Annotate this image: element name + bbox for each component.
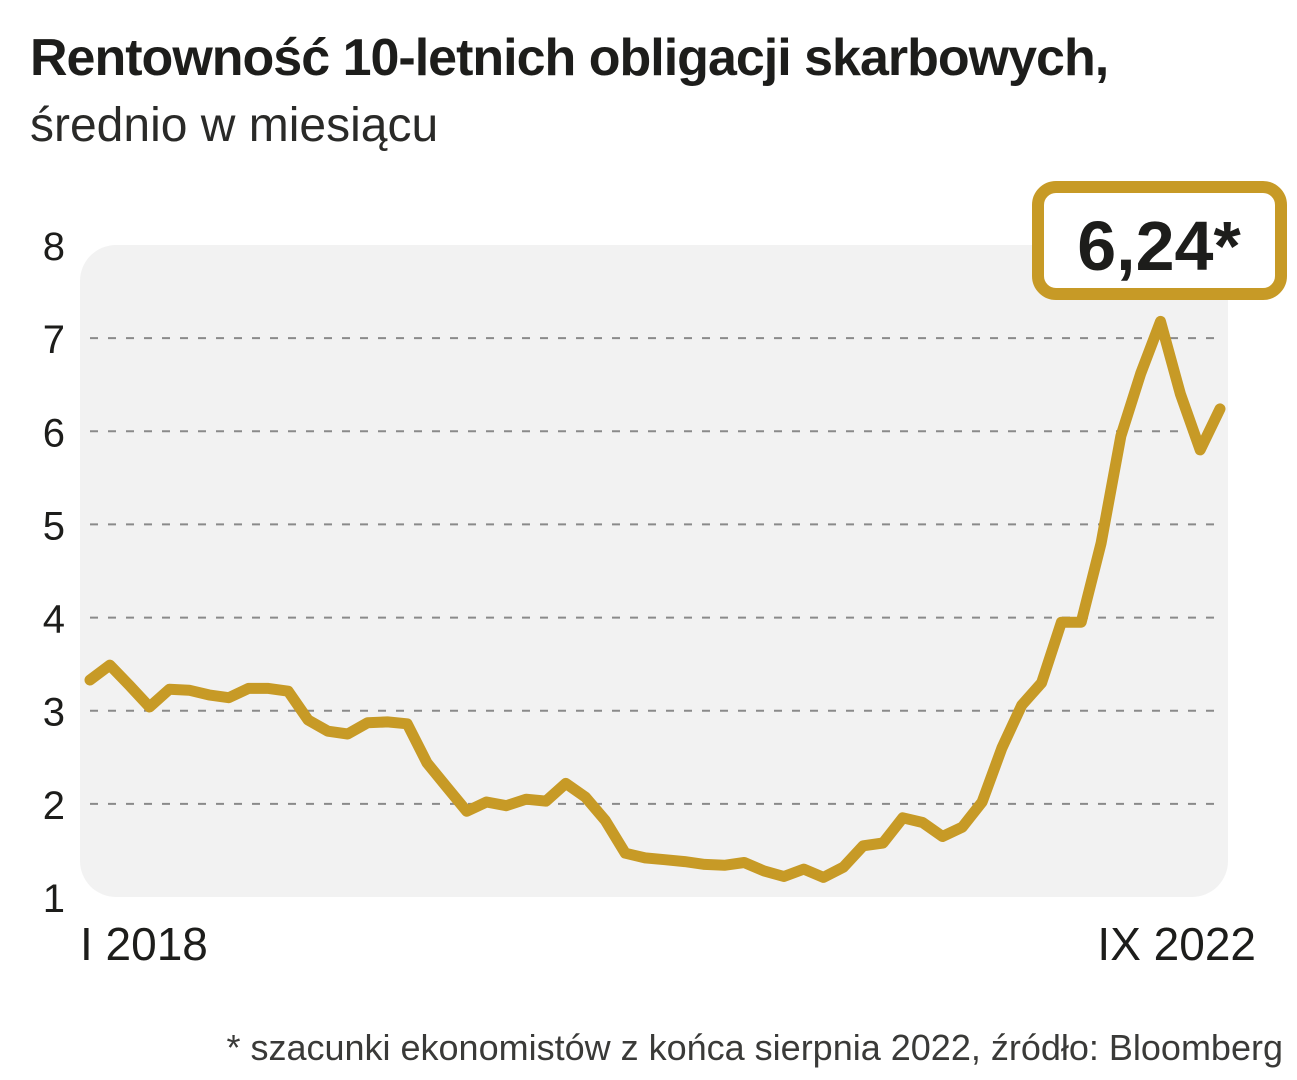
data-point [228, 697, 230, 699]
data-point [1001, 747, 1003, 749]
data-point [89, 679, 91, 681]
data-point [565, 782, 567, 784]
y-tick-label: 4 [43, 598, 65, 642]
data-point [307, 719, 309, 721]
data-point [327, 730, 329, 732]
data-point [882, 842, 884, 844]
data-point [1080, 621, 1082, 623]
footnote: * szacunki ekonomistów z końca sierpnia … [226, 1027, 1283, 1068]
data-point [446, 786, 448, 788]
y-tick-label: 8 [43, 225, 65, 269]
data-point [664, 859, 666, 861]
data-point [704, 863, 706, 865]
plot-panel [80, 245, 1228, 897]
data-point [466, 810, 468, 812]
data-point [129, 685, 131, 687]
data-point [545, 800, 547, 802]
data-point [783, 876, 785, 877]
data-point [743, 862, 745, 863]
data-point [188, 689, 190, 691]
data-point [168, 688, 170, 690]
series-line [84, 315, 1226, 883]
callout-value: 6,24* [1077, 207, 1241, 285]
data-point [287, 690, 289, 692]
data-point [1060, 621, 1062, 623]
y-tick-label: 5 [43, 504, 65, 548]
data-point [109, 664, 111, 666]
data-point [763, 870, 765, 872]
data-point [1219, 408, 1221, 410]
data-point [1160, 320, 1161, 322]
data-point [486, 801, 487, 803]
data-point [942, 836, 943, 837]
data-point [961, 826, 963, 828]
y-axis-ticks: 1 2 3 4 5 6 7 8 [43, 225, 65, 921]
callout-box: 6,24* [1032, 181, 1287, 300]
data-point [723, 864, 725, 866]
data-point [1100, 542, 1102, 544]
callout-frame [1032, 181, 1287, 300]
y-tick-label: 6 [43, 411, 65, 455]
data-point [981, 801, 983, 803]
y-tick-label: 3 [43, 691, 65, 735]
gridlines [90, 337, 1222, 805]
data-point [922, 822, 924, 823]
data-point [1041, 682, 1043, 684]
data-point [585, 796, 587, 798]
chart-subtitle: średnio w miesiącu [30, 99, 439, 152]
data-point [367, 722, 368, 724]
y-tick-label: 1 [43, 877, 65, 921]
data-point [267, 687, 269, 689]
data-point [426, 762, 428, 764]
data-point [862, 845, 864, 847]
data-point [386, 721, 388, 723]
data-point [248, 687, 250, 689]
data-point [1199, 449, 1201, 451]
data-point [1120, 435, 1122, 437]
chart-title: Rentowność 10-letnich obligacji skarbowy… [30, 29, 1109, 87]
data-point [1140, 373, 1142, 374]
data-point [1179, 393, 1181, 395]
data-point [902, 817, 904, 819]
data-point [347, 733, 349, 735]
data-point [525, 798, 527, 800]
y-tick-label: 2 [43, 784, 65, 828]
data-point [149, 706, 150, 708]
data-point [208, 694, 210, 696]
data-point [406, 723, 408, 725]
x-label-start: I 2018 [80, 918, 208, 970]
series-points [89, 320, 1221, 878]
data-point [803, 868, 805, 870]
data-point [644, 857, 646, 859]
data-point [1021, 704, 1023, 706]
data-point [505, 805, 507, 807]
x-label-end: IX 2022 [1097, 918, 1256, 970]
data-point [624, 852, 626, 854]
data-point [842, 866, 844, 868]
data-point [604, 820, 606, 822]
data-point [823, 876, 824, 878]
y-tick-label: 7 [43, 318, 65, 362]
data-point [684, 861, 686, 863]
